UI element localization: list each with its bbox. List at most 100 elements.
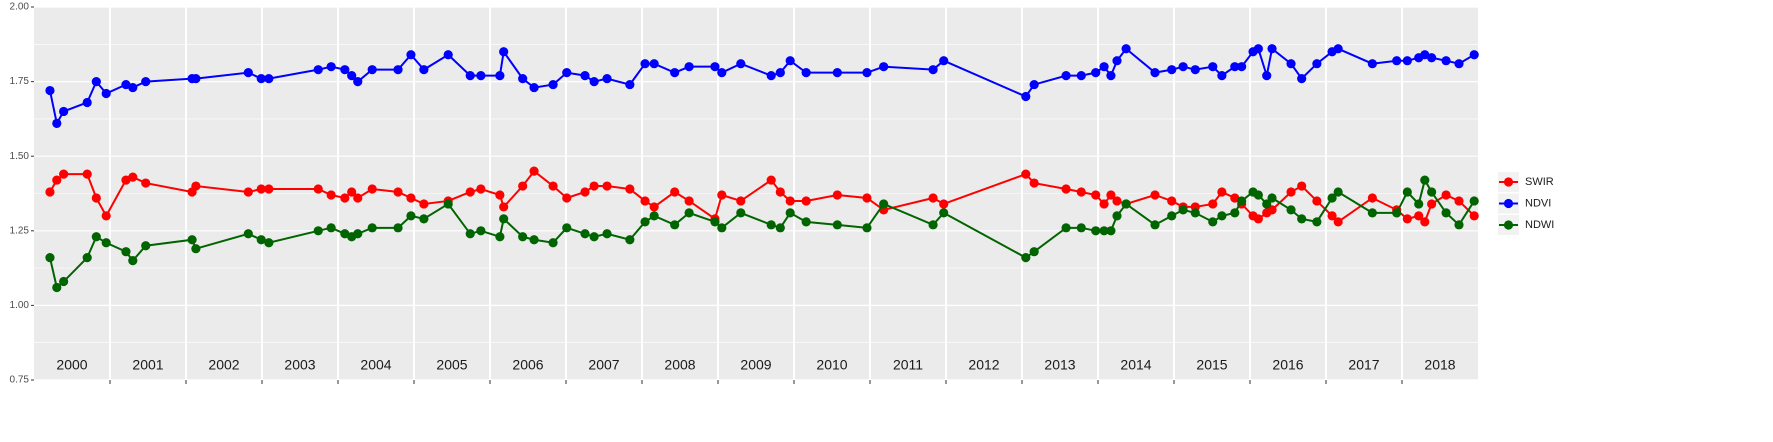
point xyxy=(45,253,55,263)
point xyxy=(465,71,475,81)
point xyxy=(1402,56,1412,66)
point xyxy=(1262,71,1272,81)
point xyxy=(326,62,336,72)
point xyxy=(406,193,416,203)
point xyxy=(1029,79,1039,90)
point xyxy=(1112,211,1122,221)
point xyxy=(367,65,377,75)
point xyxy=(406,211,416,221)
point xyxy=(1454,220,1464,230)
point xyxy=(1167,211,1177,221)
point xyxy=(476,71,486,81)
point xyxy=(326,223,336,233)
point xyxy=(649,202,659,212)
point xyxy=(1414,199,1424,209)
point xyxy=(1112,56,1122,66)
point xyxy=(670,220,680,230)
point xyxy=(465,187,475,197)
point xyxy=(1029,178,1039,188)
point xyxy=(1367,59,1377,69)
point xyxy=(1217,71,1227,81)
x-tick-label: 2013 xyxy=(1044,357,1075,373)
point xyxy=(879,62,889,72)
point xyxy=(518,74,528,84)
point xyxy=(589,181,599,191)
point xyxy=(353,193,363,203)
point xyxy=(443,199,453,209)
legend-label: NDWI xyxy=(1525,219,1554,231)
point xyxy=(1427,187,1437,197)
point xyxy=(1112,196,1122,206)
point xyxy=(684,62,694,72)
point xyxy=(717,190,727,200)
point xyxy=(625,184,635,194)
point xyxy=(862,223,872,233)
point xyxy=(1267,193,1277,203)
point xyxy=(1441,190,1451,200)
point xyxy=(243,68,253,78)
point xyxy=(1469,211,1479,221)
point xyxy=(1091,226,1101,236)
x-tick-label: 2000 xyxy=(56,357,87,373)
point xyxy=(879,199,889,209)
point xyxy=(419,214,429,224)
point xyxy=(1029,247,1039,257)
point xyxy=(1217,211,1227,221)
point xyxy=(1420,217,1430,227)
point xyxy=(347,187,357,197)
point xyxy=(801,68,811,78)
point xyxy=(187,235,197,245)
point xyxy=(1091,190,1101,200)
point xyxy=(589,232,599,242)
point xyxy=(548,238,558,248)
point xyxy=(766,220,776,230)
point xyxy=(710,217,720,227)
point xyxy=(141,178,151,188)
point xyxy=(1267,205,1277,215)
point xyxy=(1167,196,1177,206)
y-tick-label: 1.00 xyxy=(10,300,30,311)
point xyxy=(801,196,811,206)
legend-label: NDVI xyxy=(1525,197,1551,209)
x-tick-label: 2012 xyxy=(968,357,999,373)
point xyxy=(1076,187,1086,197)
legend-point xyxy=(1503,177,1514,187)
point xyxy=(91,232,101,242)
point xyxy=(766,175,776,185)
point xyxy=(52,118,62,128)
point xyxy=(684,208,694,218)
point xyxy=(602,74,612,84)
point xyxy=(367,223,377,233)
point xyxy=(785,196,795,206)
point xyxy=(121,247,131,257)
point xyxy=(82,169,92,179)
x-tick-label: 2010 xyxy=(816,357,847,373)
point xyxy=(91,193,101,203)
point xyxy=(191,181,201,191)
point xyxy=(1076,71,1086,81)
point xyxy=(499,202,509,212)
x-tick-label: 2009 xyxy=(740,357,771,373)
point xyxy=(1217,187,1227,197)
point xyxy=(640,59,650,69)
point xyxy=(367,184,377,194)
point xyxy=(347,71,357,81)
point xyxy=(1327,211,1337,221)
y-tick-label: 2.00 xyxy=(10,2,30,13)
point xyxy=(832,220,842,230)
point xyxy=(862,193,872,203)
point xyxy=(562,68,572,78)
point xyxy=(101,88,111,99)
x-tick-label: 2003 xyxy=(284,357,315,373)
point xyxy=(589,77,599,87)
point xyxy=(191,244,201,254)
point xyxy=(264,74,274,84)
point xyxy=(1253,214,1263,224)
point xyxy=(1076,223,1086,233)
point xyxy=(1208,62,1218,72)
point xyxy=(1333,217,1343,227)
point xyxy=(1150,190,1160,200)
legend-point xyxy=(1503,220,1514,230)
point xyxy=(313,226,323,236)
